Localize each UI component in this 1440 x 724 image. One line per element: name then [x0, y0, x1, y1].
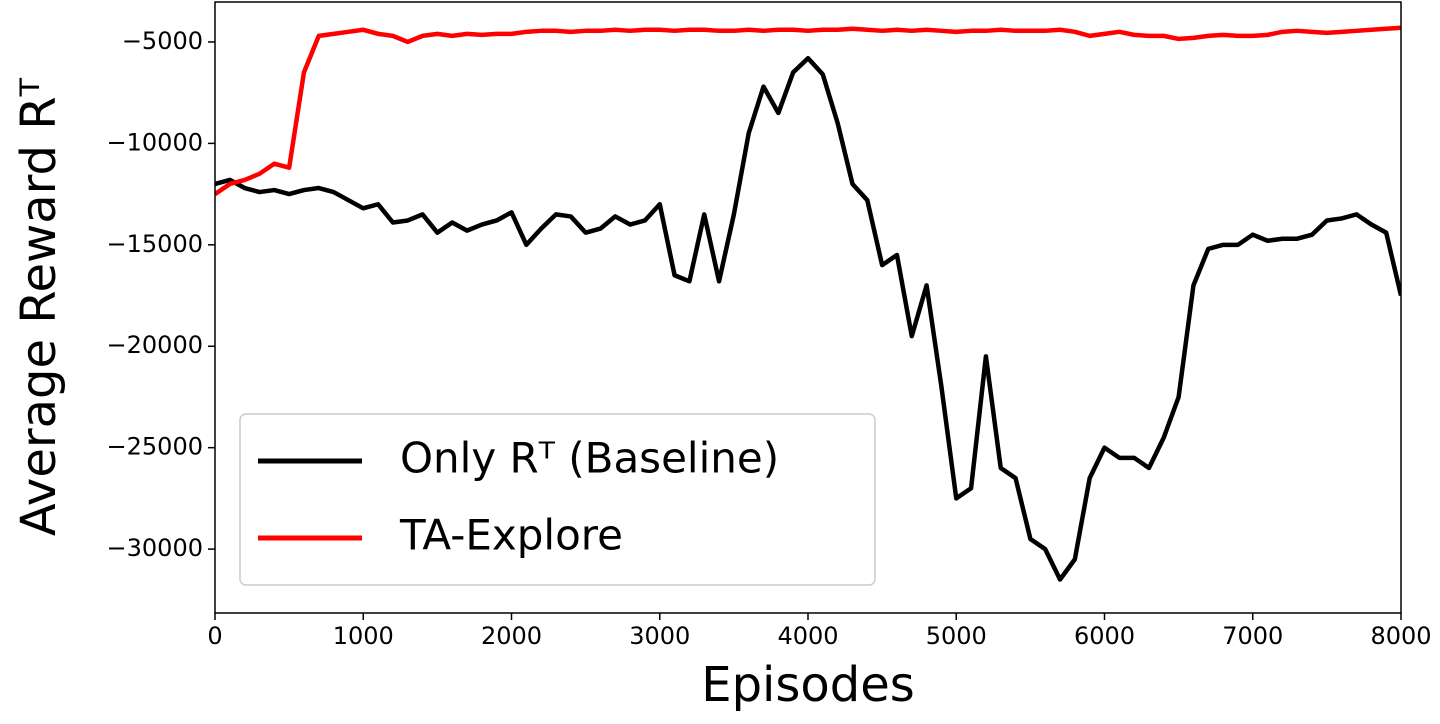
legend-label: Only Rᵀ (Baseline)	[400, 434, 779, 483]
y-tick-label: −30000	[107, 534, 203, 562]
x-tick-label: 5000	[926, 622, 987, 650]
x-tick-label: 6000	[1074, 622, 1135, 650]
y-tick-label: −10000	[107, 128, 203, 156]
y-axis-label: Average Reward Rᵀ	[11, 77, 67, 536]
y-tick-label: −15000	[107, 230, 203, 258]
x-tick-label: 2000	[481, 622, 542, 650]
legend-box	[239, 413, 876, 586]
x-tick-label: 1000	[333, 622, 394, 650]
x-tick-label: 0	[207, 622, 222, 650]
y-tick-label: −5000	[122, 27, 203, 55]
series-line	[215, 55, 1401, 582]
x-tick-label: 4000	[777, 622, 838, 650]
y-tick-label: −25000	[107, 433, 203, 461]
y-tick-label: −20000	[107, 331, 203, 359]
x-tick-label: 7000	[1222, 622, 1283, 650]
series-line	[215, 25, 1401, 196]
x-axis-label: Episodes	[701, 657, 915, 713]
x-tick-label: 8000	[1370, 622, 1431, 650]
x-tick-label: 3000	[629, 622, 690, 650]
legend-label: TA-Explore	[399, 511, 623, 560]
